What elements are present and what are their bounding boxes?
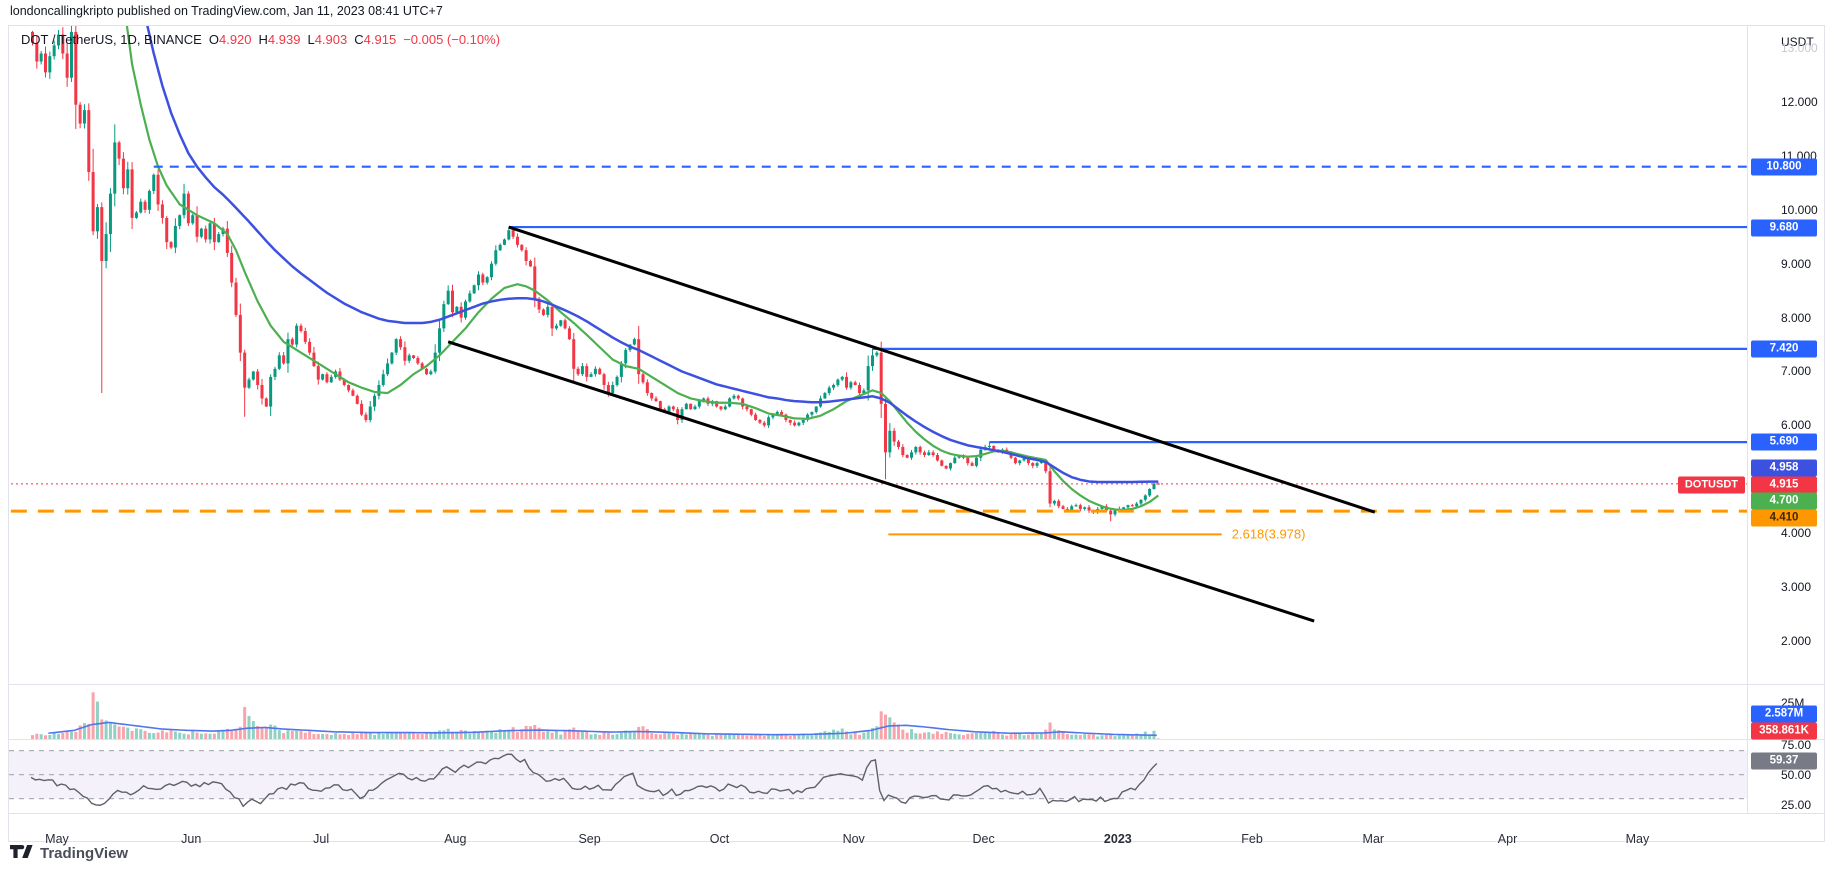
rsi-pane-separator <box>9 739 1824 740</box>
price-label-4.700: 4.700 <box>1751 492 1817 510</box>
price-label-2.587M: 2.587M <box>1751 705 1817 723</box>
ohlc-values: O4.920 H4.939 L4.903 C4.915 <box>202 32 396 47</box>
ohlc-label-C: C <box>354 32 364 47</box>
time-axis-separator <box>9 813 1824 814</box>
volume-pane-separator <box>9 684 1824 685</box>
time-label-May: May <box>45 832 69 846</box>
price-tick-6.000: 6.000 <box>1781 418 1812 433</box>
price-label-10.800: 10.800 <box>1751 158 1817 176</box>
price-tick-13.000: 13.000 <box>1781 41 1818 56</box>
price-tick-8.000: 8.000 <box>1781 310 1812 325</box>
price-axis-separator <box>1747 26 1748 814</box>
tradingview-logo-icon <box>10 845 33 858</box>
chart-legend[interactable]: DOT / TetherUS, 1D, BINANCE O4.920 H4.939 L… <box>21 32 500 47</box>
volume-pane-canvas[interactable] <box>9 684 1747 739</box>
ohlc-value-O: 4.920 <box>218 32 252 47</box>
price-pane-canvas[interactable] <box>9 26 1747 684</box>
time-label-Nov: Nov <box>842 832 865 846</box>
price-tick-12.000: 12.000 <box>1781 94 1818 109</box>
tradingview-branding[interactable]: TradingView <box>10 845 128 862</box>
ohlc-label-L: L <box>307 32 315 47</box>
time-label-Apr: Apr <box>1497 832 1518 846</box>
time-label-Aug: Aug <box>444 832 467 846</box>
price-label-9.680: 9.680 <box>1751 219 1817 237</box>
price-tick-7.000: 7.000 <box>1781 364 1812 379</box>
price-label-358.861K: 358.861K <box>1751 722 1817 740</box>
price-label-7.420: 7.420 <box>1751 340 1817 358</box>
ohlc-value-C: 4.915 <box>363 32 397 47</box>
time-label-2023: 2023 <box>1103 832 1132 846</box>
time-label-Jun: Jun <box>181 832 202 846</box>
time-label-Feb: Feb <box>1241 832 1263 846</box>
price-tick-4.000: 4.000 <box>1781 526 1812 541</box>
attribution-text: londoncallingkripto published on Trading… <box>10 4 443 18</box>
price-label-59.37: 59.37 <box>1751 752 1817 770</box>
price-label-5.690: 5.690 <box>1751 433 1817 451</box>
price-tick-10.000: 10.000 <box>1781 202 1818 217</box>
time-label-Jul: Jul <box>313 832 330 846</box>
rsi-tick-75.00: 75.00 <box>1781 737 1812 752</box>
symbol-title: DOT / TetherUS, 1D, BINANCE <box>21 32 202 47</box>
price-label-4.410: 4.410 <box>1751 509 1817 527</box>
price-tick-3.000: 3.000 <box>1781 580 1812 595</box>
symbol-price-label: DOTUSDT <box>1677 476 1745 494</box>
price-tick-9.000: 9.000 <box>1781 256 1812 271</box>
rsi-pane-canvas[interactable] <box>9 739 1747 813</box>
price-tick-2.000: 2.000 <box>1781 633 1812 648</box>
rsi-tick-25.00: 25.00 <box>1781 797 1812 812</box>
fib-extension-label: 2.618(3.978) <box>1231 526 1306 542</box>
ohlc-value-H: 4.939 <box>267 32 301 47</box>
time-label-May: May <box>1625 832 1650 846</box>
price-label-4.915: 4.915 <box>1751 476 1817 494</box>
time-label-Sep: Sep <box>578 832 601 846</box>
time-label-Oct: Oct <box>709 832 730 846</box>
ohlc-value-L: 4.903 <box>314 32 348 47</box>
time-label-Dec: Dec <box>972 832 995 846</box>
tradingview-logo-text: TradingView <box>40 845 129 862</box>
rsi-tick-50.00: 50.00 <box>1781 767 1812 782</box>
currency-label: USDT <box>1781 35 1814 49</box>
time-label-Mar: Mar <box>1362 832 1385 846</box>
change-value: −0.005 (−0.10%) <box>403 32 501 47</box>
price-label-4.958: 4.958 <box>1751 459 1817 477</box>
ohlc-label-O: O <box>208 32 219 47</box>
chart-widget: DOT / TetherUS, 1D, BINANCE O4.920 H4.939 L… <box>8 25 1825 846</box>
ohlc-label-H: H <box>258 32 268 47</box>
